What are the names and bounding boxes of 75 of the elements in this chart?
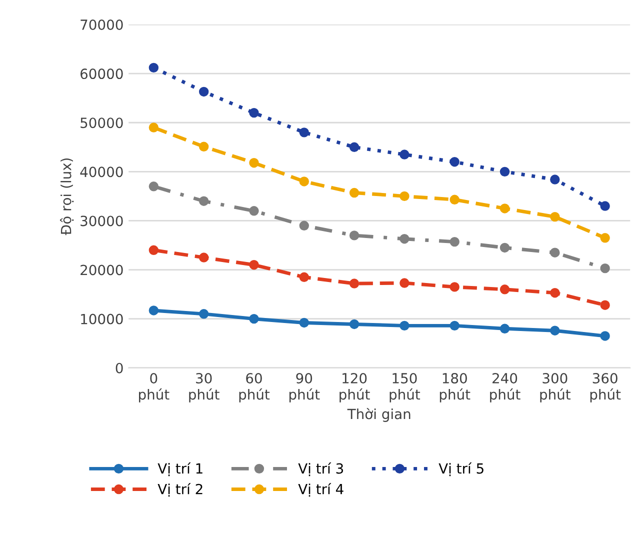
point	[400, 150, 410, 160]
point	[349, 230, 360, 240]
x-tick-label: 0 phút	[139, 372, 170, 402]
point	[198, 196, 209, 206]
point	[198, 142, 209, 152]
point	[550, 288, 560, 298]
x-tick-label: 360 phút	[590, 372, 621, 402]
x-tick-label: 300 phút	[540, 372, 571, 402]
point	[500, 284, 510, 294]
point	[249, 108, 259, 118]
y-axis-title: Độ rọi (lux)	[60, 158, 74, 236]
point	[600, 201, 610, 211]
point	[400, 234, 410, 244]
x-tick-label: 240 phút	[490, 372, 520, 402]
point	[249, 158, 259, 168]
point	[500, 204, 510, 214]
point	[450, 194, 460, 204]
point	[349, 142, 360, 152]
x-tick-label: 180 phút	[440, 372, 470, 402]
point	[500, 324, 510, 334]
point	[198, 309, 209, 319]
x-tick-label: 60 phút	[239, 372, 270, 402]
point	[299, 176, 309, 186]
point	[148, 245, 159, 256]
y-tick-label: 30000	[80, 216, 123, 226]
point	[500, 166, 510, 177]
point	[450, 236, 460, 247]
point	[249, 260, 259, 270]
y-tick-label: 20000	[80, 264, 123, 276]
y-tick-label: 0	[116, 362, 123, 374]
point	[299, 220, 309, 230]
point	[400, 320, 410, 331]
point	[600, 233, 610, 243]
point	[400, 191, 410, 202]
point	[249, 206, 259, 216]
point	[349, 278, 360, 288]
point	[450, 282, 460, 292]
legend-label: Vị trí 4	[298, 483, 344, 497]
point	[349, 188, 360, 198]
point	[198, 252, 209, 262]
point	[450, 320, 460, 331]
point	[550, 174, 560, 184]
legend-label: Vị trí 2	[158, 483, 202, 497]
y-tick-label: 60000	[80, 68, 123, 80]
y-tick-label: 40000	[80, 166, 123, 178]
x-tick-label: 30 phút	[189, 372, 220, 402]
point	[148, 122, 159, 132]
y-tick-label: 70000	[80, 19, 123, 30]
point	[148, 306, 159, 316]
point	[148, 62, 159, 73]
point	[349, 319, 360, 330]
x-tick-label: 120 phút	[340, 372, 370, 402]
legend-label: Vị trí 5	[438, 462, 484, 476]
point	[550, 212, 560, 222]
point	[299, 272, 309, 282]
point	[198, 86, 209, 97]
point	[600, 300, 610, 310]
y-tick-label: 10000	[81, 314, 123, 324]
x-tick-label: 90 phút	[289, 372, 320, 402]
point	[550, 326, 560, 336]
point	[600, 263, 610, 274]
point	[600, 331, 610, 341]
point	[450, 157, 460, 167]
x-axis-title: Thời gian	[347, 408, 410, 422]
x-tick-label: 150 phút	[390, 372, 420, 402]
y-tick-label: 50000	[80, 118, 123, 128]
legend-label: Vị trí 1	[158, 462, 202, 476]
point	[249, 314, 259, 324]
point	[500, 242, 510, 253]
point	[550, 248, 560, 258]
legend-label: Vị trí 3	[298, 462, 344, 476]
point	[400, 278, 410, 288]
point	[299, 128, 309, 138]
point	[299, 318, 309, 328]
point	[148, 182, 159, 192]
